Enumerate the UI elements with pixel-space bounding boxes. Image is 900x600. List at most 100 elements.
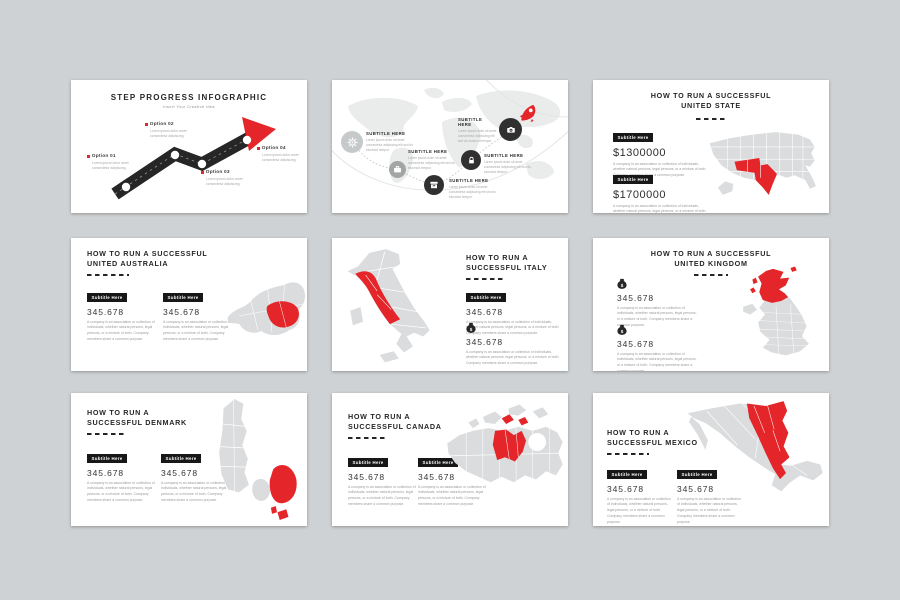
padlock-icon: [468, 156, 474, 163]
stat-item-1: Subtitle Here 345.678 A company is an as…: [87, 447, 157, 504]
dashed-divider: [87, 433, 125, 436]
slide-title-line1: HOW TO RUN A: [607, 428, 670, 437]
subtitle-badge: Subtitle Here: [677, 470, 717, 479]
stat-value: 345.678: [677, 484, 715, 494]
svg-text:$: $: [470, 327, 473, 332]
arrowhead-icon: [242, 117, 276, 151]
slide-title-line2: SUCCESSFUL MEXICO: [607, 438, 698, 447]
mexico-map: [687, 401, 823, 492]
stat-desc: A company is an association or collectio…: [418, 484, 486, 506]
subtitle-badge: Subtitle Here: [613, 133, 653, 142]
option-item-2: Option 02 Lorem ipsum dolor amet consect…: [145, 122, 191, 140]
journey-node-5: [499, 118, 522, 141]
slide-title-line2: SUCCESSFUL ITALY: [466, 263, 548, 272]
stat-value: 345.678: [617, 339, 655, 349]
stat-desc: A company is an association or collectio…: [613, 203, 707, 214]
node-desc: Lorem ipsum dolor sit amet consectetur a…: [458, 128, 497, 144]
slide-title-line2: UNITED AUSTRALIA: [87, 259, 169, 268]
option-label: Option 03: [205, 170, 230, 175]
slide-title-line1: HOW TO RUN A: [87, 408, 150, 417]
slide-title-line1: HOW TO RUN A SUCCESSFUL: [87, 249, 208, 258]
journey-label-4: SUBTITLE HERE Lorem ipsum dolor sit amet…: [484, 153, 538, 175]
slide-title-line2: UNITED KINGDOM: [674, 259, 748, 268]
world-map: [332, 80, 568, 191]
uk-map: [743, 266, 809, 356]
node-desc: Lorem ipsum dolor sit amet consectetur a…: [484, 159, 531, 175]
slide-title-line1: HOW TO RUN A SUCCESSFUL: [650, 91, 772, 100]
stat-value: $1700000: [613, 189, 666, 201]
austria-map: [227, 282, 306, 336]
node-title: SUBTITLE HERE: [458, 117, 483, 127]
stat-value: 345.678: [161, 468, 199, 478]
dashed-divider: [466, 278, 506, 281]
subtitle-badge: Subtitle Here: [163, 293, 203, 302]
northern-ireland-shape: [743, 303, 757, 315]
stat-desc: A company is an association or collectio…: [163, 319, 231, 341]
option-label: Option 01: [91, 154, 116, 159]
stat-value: 345.678: [87, 468, 125, 478]
slide-step-progress: STEP PROGRESS INFOGRAPHIC Insert Your Cr…: [71, 80, 307, 213]
journey-node-3: [424, 175, 444, 195]
slide-united-australia: HOW TO RUN A SUCCESSFUL UNITED AUSTRALIA…: [71, 238, 307, 371]
stat-item-2: $ 345.678 A company is an association or…: [617, 324, 697, 371]
subtitle-badge: Subtitle Here: [613, 175, 653, 184]
journey-label-1: SUBTITLE HERE Lorem ipsum dolor sit amet…: [366, 131, 420, 153]
slide-united-kingdom: HOW TO RUN A SUCCESSFUL UNITED KINGDOM $…: [593, 238, 829, 371]
stat-desc: A company is an association or collectio…: [617, 305, 697, 327]
stat-value: 345.678: [617, 293, 655, 303]
stat-value: 345.678: [87, 307, 125, 317]
italy-map: [347, 249, 430, 363]
subtitle-badge: Subtitle Here: [466, 293, 506, 302]
sicily-shape: [379, 351, 399, 363]
subtitle-badge: Subtitle Here: [87, 293, 127, 302]
slide-world-journey: SUBTITLE HERE Lorem ipsum dolor sit amet…: [332, 80, 568, 213]
stat-value: 345.678: [418, 472, 456, 482]
slide-italy: HOW TO RUN A SUCCESSFUL ITALY Subtitle H…: [332, 238, 568, 371]
money-bag-icon: $: [617, 278, 627, 289]
option-desc: Lorem ipsum dolor amet consectetur adipi…: [150, 128, 187, 139]
canada-map: [447, 404, 563, 483]
dashed-divider: [694, 274, 728, 277]
slide-denmark: HOW TO RUN A SUCCESSFUL DENMARK Subtitle…: [71, 393, 307, 526]
stat-desc: A company is an association or collectio…: [466, 319, 560, 336]
stat-value: 345.678: [466, 337, 504, 347]
funen-shape: [252, 478, 270, 501]
stat-value: $1300000: [613, 147, 666, 159]
option-desc: Lorem ipsum dolor amet consectetur adipi…: [92, 160, 129, 171]
option-bullet-icon: [201, 171, 204, 174]
stat-item-1: $ 345.678 A company is an association or…: [617, 278, 697, 329]
dashed-divider: [348, 437, 386, 440]
subtitle-badge: Subtitle Here: [607, 470, 647, 479]
node-desc: Lorem ipsum dolor sit amet consectetur a…: [449, 184, 496, 200]
option-item-1: Option 01 Lorem ipsum dolor amet consect…: [87, 154, 133, 172]
stat-desc: A company is an association or collectio…: [677, 496, 741, 524]
camera-icon: [506, 126, 515, 133]
money-bag-icon: $: [466, 322, 476, 333]
journey-label-5: SUBTITLE HERE Lorem ipsum dolor sit amet…: [458, 117, 497, 144]
subtitle-badge: Subtitle Here: [161, 454, 201, 463]
slide-title-line2: SUCCESSFUL DENMARK: [87, 418, 187, 427]
stat-value: 345.678: [348, 472, 386, 482]
stat-item-2: $ 345.678 A company is an association or…: [466, 322, 560, 367]
baja-california-shape: [688, 416, 708, 450]
option-item-4: Option 04 Lorem ipsum dolor amet consect…: [257, 146, 303, 164]
rocket-icon: [519, 104, 536, 124]
slide-title-line2: SUCCESSFUL CANADA: [348, 422, 442, 431]
journey-node-4: [461, 150, 481, 170]
node-title: SUBTITLE HERE: [408, 149, 448, 154]
node-title: SUBTITLE HERE: [449, 178, 489, 183]
stat-desc: A company is an association or collectio…: [466, 349, 560, 366]
stat-item-1: Subtitle Here 345.678 A company is an as…: [348, 451, 418, 508]
stat-desc: A company is an association or collectio…: [87, 319, 155, 341]
stat-value: 345.678: [466, 307, 504, 317]
svg-text:$: $: [621, 283, 624, 288]
slide-subtitle: Insert Your Creative Idea: [163, 105, 215, 109]
option-bullet-icon: [257, 147, 260, 150]
journey-node-1: [341, 131, 363, 153]
subtitle-badge: Subtitle Here: [418, 458, 458, 467]
stat-item-2: Subtitle Here 345.678 A company is an as…: [163, 286, 233, 343]
stat-item-2: Subtitle Here 345.678 A company is an as…: [418, 451, 488, 508]
zealand-shape: [269, 465, 297, 504]
stat-desc: A company is an association or collectio…: [87, 480, 155, 502]
stat-item-1: Subtitle Here 345.678 A company is an as…: [87, 286, 157, 343]
